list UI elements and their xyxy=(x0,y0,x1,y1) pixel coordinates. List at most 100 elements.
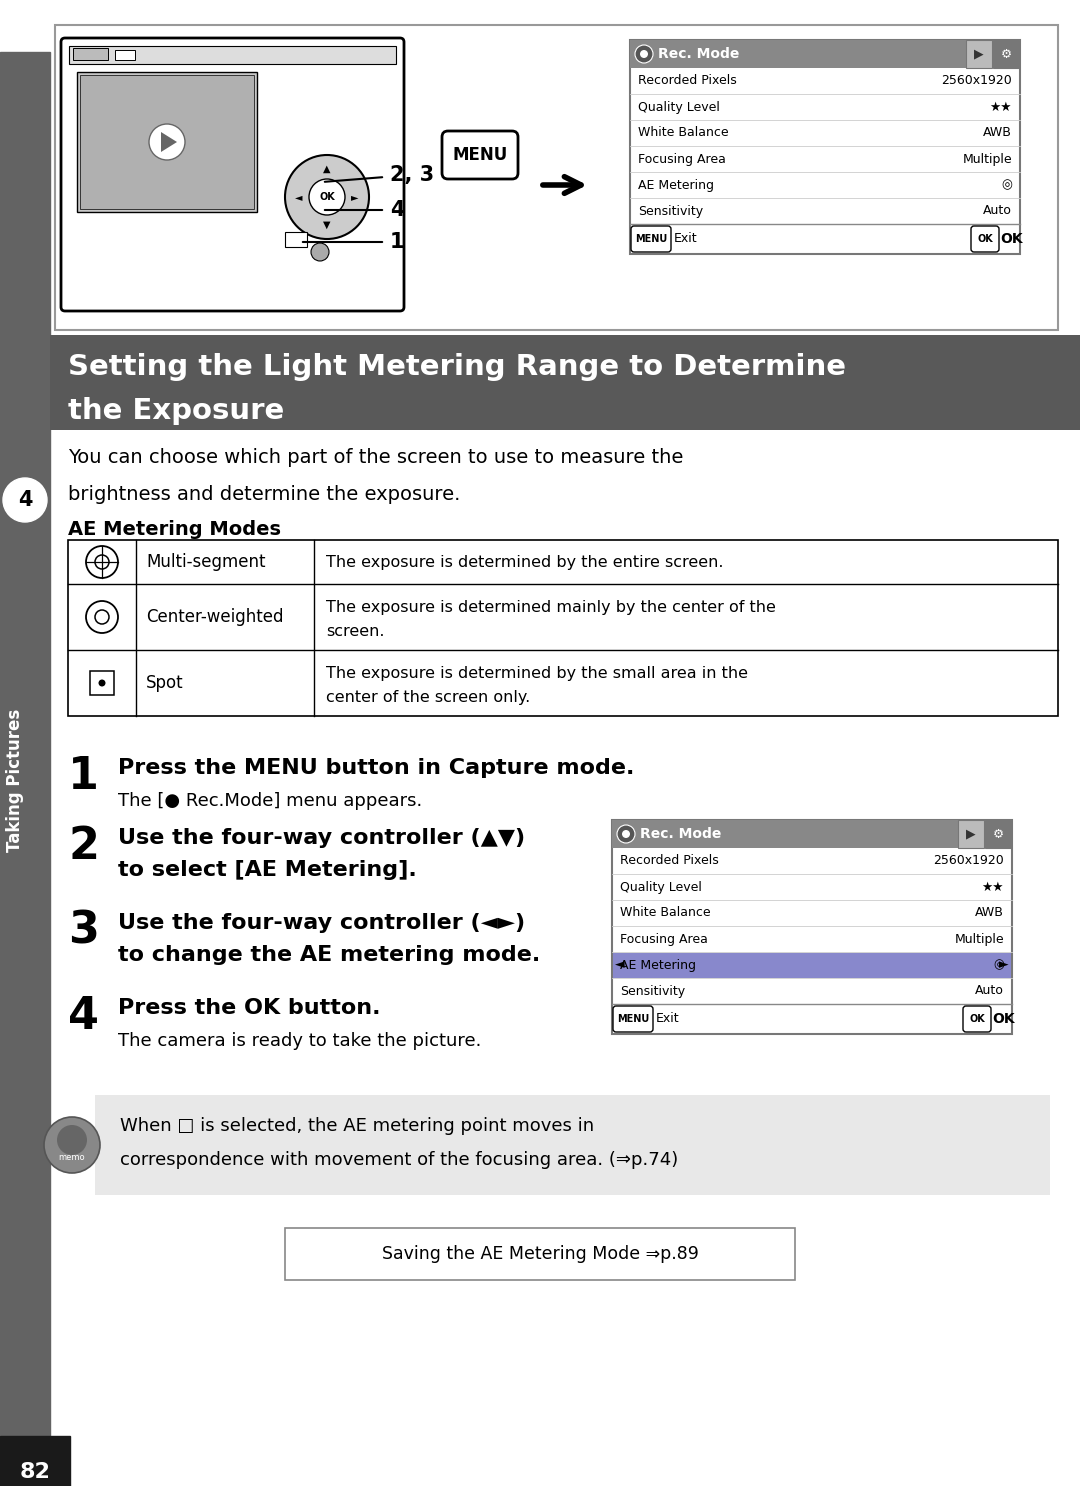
Circle shape xyxy=(95,554,109,569)
Circle shape xyxy=(86,600,118,633)
Text: 2560x1920: 2560x1920 xyxy=(942,74,1012,88)
Circle shape xyxy=(309,178,345,215)
Bar xyxy=(55,25,1058,330)
Text: ◎: ◎ xyxy=(994,958,1004,972)
Text: You can choose which part of the screen to use to measure the: You can choose which part of the screen … xyxy=(68,447,684,467)
Circle shape xyxy=(95,609,109,624)
Text: 2, 3: 2, 3 xyxy=(390,165,434,184)
Bar xyxy=(612,820,1012,1034)
Text: Rec. Mode: Rec. Mode xyxy=(658,48,740,61)
Text: ◄: ◄ xyxy=(295,192,302,202)
Text: MENU: MENU xyxy=(617,1013,649,1024)
Text: AE Metering: AE Metering xyxy=(638,178,714,192)
Text: Quality Level: Quality Level xyxy=(638,101,720,113)
Text: the Exposure: the Exposure xyxy=(68,397,284,425)
Bar xyxy=(285,232,307,247)
FancyBboxPatch shape xyxy=(442,131,518,178)
Text: 1: 1 xyxy=(68,755,99,798)
Circle shape xyxy=(98,679,106,687)
Text: Recorded Pixels: Recorded Pixels xyxy=(638,74,737,88)
Text: ★★: ★★ xyxy=(989,101,1012,113)
Bar xyxy=(73,48,108,59)
Text: 4: 4 xyxy=(17,490,32,510)
Text: memo: memo xyxy=(58,1153,85,1162)
Text: Exit: Exit xyxy=(656,1012,679,1025)
Text: ►: ► xyxy=(999,958,1009,972)
Text: 1: 1 xyxy=(390,232,405,253)
Text: 2560x1920: 2560x1920 xyxy=(933,854,1004,868)
Text: screen.: screen. xyxy=(326,624,384,639)
Circle shape xyxy=(86,545,118,578)
Text: ▶: ▶ xyxy=(974,48,984,61)
Circle shape xyxy=(57,1125,87,1155)
FancyBboxPatch shape xyxy=(60,39,404,311)
Text: Press the OK button.: Press the OK button. xyxy=(118,999,380,1018)
Bar xyxy=(95,1095,1050,1195)
Text: Center-weighted: Center-weighted xyxy=(146,608,283,626)
Circle shape xyxy=(285,155,369,239)
Text: OK: OK xyxy=(969,1013,985,1024)
Text: Quality Level: Quality Level xyxy=(620,881,702,893)
Text: brightness and determine the exposure.: brightness and determine the exposure. xyxy=(68,484,460,504)
Circle shape xyxy=(3,478,48,522)
Text: AE Metering: AE Metering xyxy=(620,958,696,972)
Bar xyxy=(966,40,993,68)
Text: Spot: Spot xyxy=(146,675,184,692)
Bar xyxy=(985,820,1011,849)
Text: ▼: ▼ xyxy=(323,220,330,230)
Text: center of the screen only.: center of the screen only. xyxy=(326,690,530,704)
Polygon shape xyxy=(161,132,177,152)
FancyBboxPatch shape xyxy=(971,226,999,253)
Circle shape xyxy=(640,51,648,58)
Bar xyxy=(285,1227,795,1279)
Text: Saving the AE Metering Mode ⇒p.89: Saving the AE Metering Mode ⇒p.89 xyxy=(381,1245,699,1263)
Text: AWB: AWB xyxy=(983,126,1012,140)
Text: Auto: Auto xyxy=(983,205,1012,217)
Text: Focusing Area: Focusing Area xyxy=(638,153,726,165)
Bar xyxy=(50,334,1080,429)
Text: MENU: MENU xyxy=(453,146,508,163)
Bar xyxy=(0,1435,70,1486)
Text: 2: 2 xyxy=(68,825,99,868)
Text: to select [AE Metering].: to select [AE Metering]. xyxy=(118,860,417,880)
FancyBboxPatch shape xyxy=(963,1006,991,1031)
Bar xyxy=(993,40,1020,68)
Bar xyxy=(630,40,1020,68)
Text: OK: OK xyxy=(319,192,335,202)
Text: Multiple: Multiple xyxy=(962,153,1012,165)
Text: ►: ► xyxy=(351,192,359,202)
Text: ◄: ◄ xyxy=(615,958,624,972)
Text: The [● Rec.Mode] menu appears.: The [● Rec.Mode] menu appears. xyxy=(118,792,422,810)
Text: Use the four-way controller (◄►): Use the four-way controller (◄►) xyxy=(118,912,525,933)
Text: White Balance: White Balance xyxy=(638,126,729,140)
Bar xyxy=(77,71,257,212)
Text: Recorded Pixels: Recorded Pixels xyxy=(620,854,719,868)
Text: Sensitivity: Sensitivity xyxy=(620,985,685,997)
Bar xyxy=(0,52,50,1486)
Text: AWB: AWB xyxy=(975,906,1004,920)
Text: Focusing Area: Focusing Area xyxy=(620,933,707,945)
Circle shape xyxy=(311,244,329,262)
Text: OK: OK xyxy=(993,1012,1014,1025)
Text: Use the four-way controller (▲▼): Use the four-way controller (▲▼) xyxy=(118,828,525,849)
Text: The exposure is determined by the entire screen.: The exposure is determined by the entire… xyxy=(326,554,724,569)
Text: 4: 4 xyxy=(68,996,99,1039)
Text: AE Metering Modes: AE Metering Modes xyxy=(68,520,281,539)
Bar xyxy=(68,539,1058,716)
Text: ▲: ▲ xyxy=(323,163,330,174)
Text: White Balance: White Balance xyxy=(620,906,711,920)
Text: Auto: Auto xyxy=(975,985,1004,997)
Bar xyxy=(69,46,396,64)
Text: ◎: ◎ xyxy=(1001,178,1012,192)
Text: Taking Pictures: Taking Pictures xyxy=(6,709,24,851)
Text: MENU: MENU xyxy=(635,233,667,244)
Text: correspondence with movement of the focusing area. (⇒p.74): correspondence with movement of the focu… xyxy=(120,1152,678,1169)
Circle shape xyxy=(635,45,653,62)
Bar xyxy=(630,40,1020,254)
Bar xyxy=(90,672,114,695)
Bar xyxy=(613,953,1011,978)
Circle shape xyxy=(149,123,185,160)
Text: ⚙: ⚙ xyxy=(1000,48,1012,61)
Text: 3: 3 xyxy=(68,909,99,953)
Text: Multi-segment: Multi-segment xyxy=(146,553,266,571)
